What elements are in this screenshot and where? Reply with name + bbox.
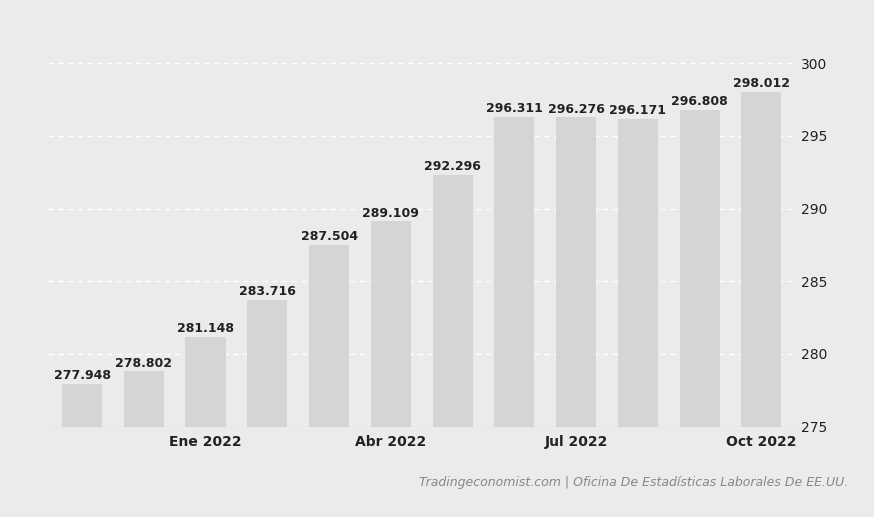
Bar bbox=[247, 300, 288, 427]
Text: 277.948: 277.948 bbox=[53, 369, 110, 382]
Bar bbox=[62, 384, 102, 427]
Text: Tradingeconomist.com | Oficina De Estadísticas Laborales De EE.UU.: Tradingeconomist.com | Oficina De Estadí… bbox=[419, 476, 848, 489]
Bar bbox=[680, 110, 719, 427]
Text: 278.802: 278.802 bbox=[115, 357, 172, 370]
Text: 283.716: 283.716 bbox=[239, 285, 295, 298]
Bar bbox=[741, 92, 781, 427]
Text: 296.808: 296.808 bbox=[671, 95, 728, 108]
Bar bbox=[185, 337, 225, 427]
Bar bbox=[433, 175, 473, 427]
Text: 287.504: 287.504 bbox=[301, 230, 357, 243]
Text: 296.171: 296.171 bbox=[609, 104, 666, 117]
Bar bbox=[618, 119, 658, 427]
Text: 292.296: 292.296 bbox=[424, 160, 481, 173]
Bar bbox=[556, 117, 596, 427]
Text: 289.109: 289.109 bbox=[363, 207, 420, 220]
Bar bbox=[371, 221, 411, 427]
Text: 296.276: 296.276 bbox=[548, 102, 605, 115]
Bar bbox=[124, 371, 163, 427]
Text: 298.012: 298.012 bbox=[733, 78, 790, 90]
Bar bbox=[495, 117, 534, 427]
Bar bbox=[309, 245, 349, 427]
Text: 296.311: 296.311 bbox=[486, 102, 543, 115]
Text: 281.148: 281.148 bbox=[177, 323, 234, 336]
